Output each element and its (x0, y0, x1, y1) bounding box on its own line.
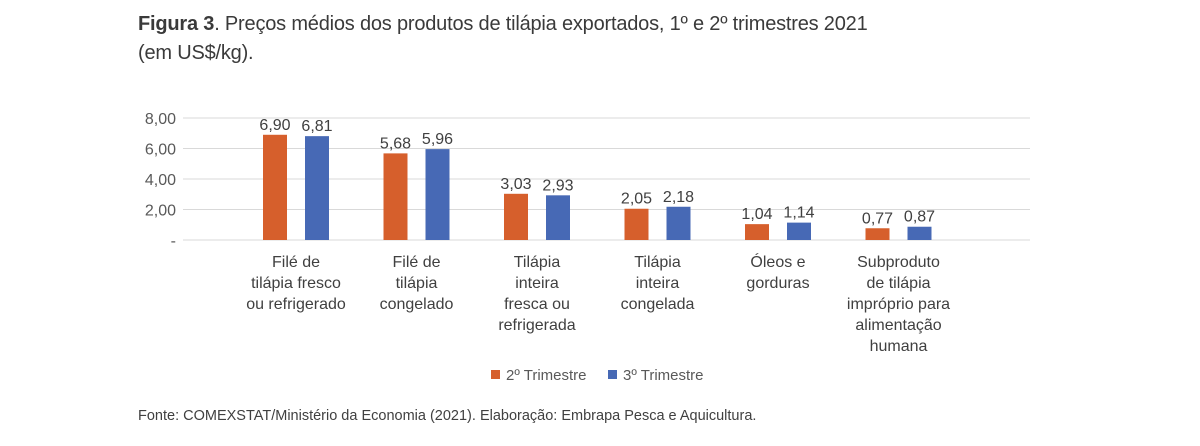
bar-q3 (305, 136, 329, 240)
data-labels: 6,90 6,81 5,68 5,96 3,03 2,93 2,05 2,18 1,04 1,14… (259, 117, 935, 227)
data-label: 5,96 (422, 131, 453, 148)
data-label: 5,68 (380, 135, 411, 152)
legend-label: 3º Trimestre (623, 367, 704, 384)
category-label-line: Filé de (392, 254, 440, 271)
bar-q3 (907, 226, 932, 240)
category-label-line: Filé de (272, 254, 320, 271)
data-label: 2,93 (542, 177, 573, 194)
category-label-line: ou refrigerado (246, 296, 346, 313)
y-tick-label: - (171, 233, 176, 250)
source-note: Fonte: COMEXSTAT/Ministério da Economia … (138, 408, 757, 424)
bar-q2 (263, 134, 287, 240)
category-label-line: tilápia (396, 275, 438, 292)
category-label-line: congelada (621, 296, 695, 313)
data-label: 6,81 (301, 118, 332, 135)
figure-title-units: (em US$/kg). (138, 42, 254, 64)
legend: 2º Trimestre 3º Trimestre (491, 367, 704, 384)
category-label-line: alimentação (855, 317, 941, 334)
category-label-line: refrigerada (498, 317, 575, 334)
category-label-line: congelado (380, 296, 454, 313)
data-label: 3,03 (500, 176, 531, 193)
y-tick-label: 8,00 (145, 111, 176, 128)
category-label-line: humana (870, 338, 928, 355)
category-label-line: gorduras (746, 275, 809, 292)
bars (263, 134, 932, 240)
category-label-line: impróprio para (847, 296, 950, 313)
y-tick-label: 6,00 (145, 142, 176, 159)
data-label: 2,18 (663, 189, 694, 206)
bar-q2 (865, 228, 890, 240)
category-label-line: Tilápia (514, 254, 561, 271)
y-axis-ticks: - 2,00 4,00 6,00 8,00 (145, 111, 176, 250)
category-label-line: inteira (515, 275, 559, 292)
category-label-line: de tilápia (866, 275, 930, 292)
data-label: 1,04 (741, 206, 772, 223)
bar-q2 (745, 224, 769, 240)
category-label-line: fresca ou (504, 296, 570, 313)
bar-q2 (383, 153, 408, 240)
data-label: 2,05 (621, 191, 652, 208)
bar-q3 (666, 206, 691, 240)
data-label: 0,77 (862, 210, 893, 227)
legend-swatch-q2 (491, 370, 500, 379)
category-label: Óleos e gorduras (746, 252, 809, 292)
data-label: 0,87 (904, 209, 935, 226)
data-label: 1,14 (783, 205, 814, 222)
category-label-line: Óleos e (750, 252, 805, 271)
figure-title-text: . Preços médios dos produtos de tilápia … (214, 13, 868, 35)
figure-label: Figura 3 (138, 13, 215, 35)
bar-q2 (504, 193, 528, 240)
data-label: 6,90 (259, 117, 290, 134)
legend-swatch-q3 (608, 370, 617, 379)
category-label: Filé de tilápia fresco ou refrigerado (246, 254, 346, 313)
bar-q3 (425, 149, 450, 240)
category-label-line: inteira (636, 275, 680, 292)
legend-label: 2º Trimestre (506, 367, 587, 384)
category-label-line: tilápia fresco (251, 275, 341, 292)
category-label: Tilápia inteira fresca ou refrigerada (498, 254, 575, 334)
category-label: Subproduto de tilápia impróprio para alimen… (847, 254, 950, 355)
category-label-line: Subproduto (857, 254, 940, 271)
y-tick-label: 4,00 (145, 172, 176, 189)
figure-title: Figura 3. Preços médios dos produtos de … (138, 10, 1038, 68)
category-label-line: Tilápia (634, 254, 681, 271)
y-tick-label: 2,00 (145, 203, 176, 220)
category-label: Filé de tilápia congelado (380, 254, 454, 313)
bar-q3 (546, 195, 570, 240)
category-label: Tilápia inteira congelada (621, 254, 695, 313)
bar-q2 (624, 208, 649, 240)
x-axis-categories: Filé de tilápia fresco ou refrigeradoFilé … (246, 252, 950, 355)
bar-q3 (787, 222, 811, 240)
